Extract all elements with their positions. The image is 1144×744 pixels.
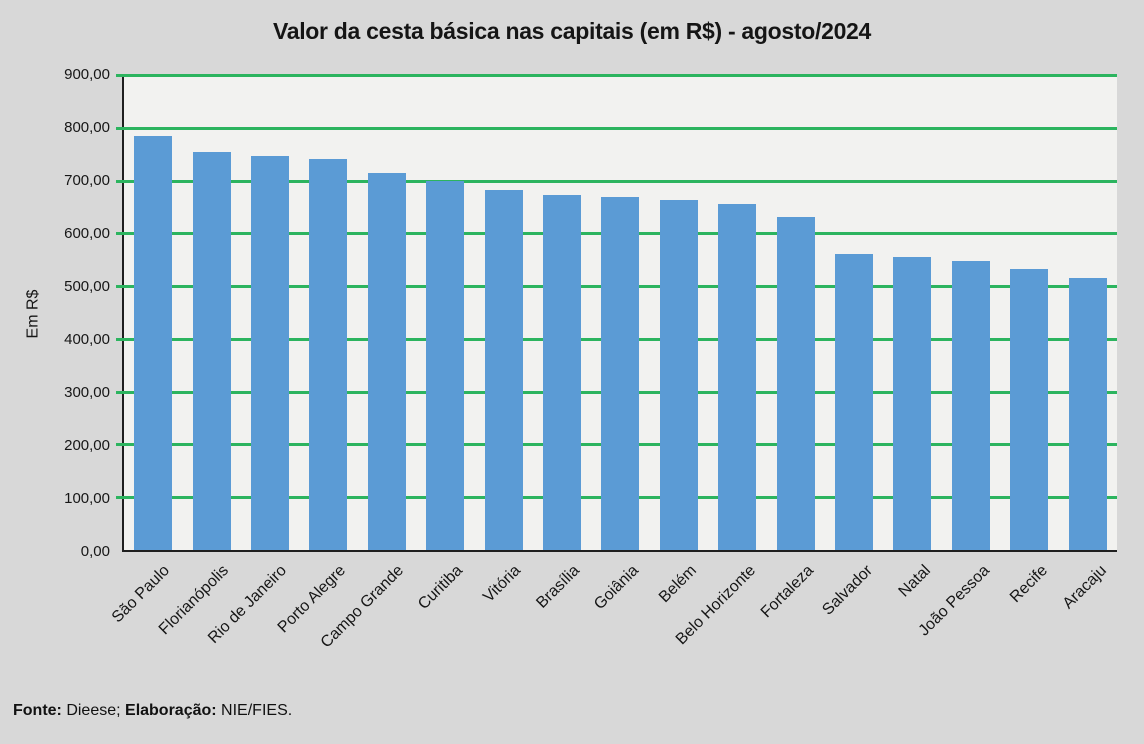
bar-Porto Alegre (309, 159, 348, 550)
x-tick-label: Goiânia (590, 562, 642, 614)
y-tick-label: 700,00 (64, 171, 110, 189)
bar-Curitiba (426, 180, 465, 550)
elaboration-value: NIE/FIES. (216, 702, 293, 719)
bar-slot (1000, 75, 1058, 550)
bar-Rio de Janeiro (251, 156, 290, 550)
bar-slot (883, 75, 941, 550)
elaboration-label: Elaboração: (125, 702, 217, 719)
x-tick-label: Natal (895, 562, 935, 601)
x-tick-label: Salvador (818, 562, 876, 619)
x-tick-label: Belém (655, 562, 701, 607)
bar-slot (416, 75, 474, 550)
y-tick-label: 0,00 (80, 543, 110, 560)
bar-slot (533, 75, 591, 550)
bar-Recife (1010, 268, 1049, 550)
y-tick-label: 200,00 (64, 437, 110, 454)
y-tick-label: 100,00 (64, 489, 110, 507)
bar-slot (825, 75, 883, 550)
bar-slot (766, 75, 824, 550)
plot-area (116, 74, 1117, 552)
bar-slot (942, 75, 1000, 550)
bar-slot (650, 75, 708, 550)
bar-slot (474, 75, 532, 550)
bar-João Pessoa (951, 260, 990, 550)
bar-slot (358, 75, 416, 550)
y-axis-tick-labels: 0,00 100,00 200,00 300,00 400,00 500,00 600,00… (0, 67, 110, 560)
y-tick-label: 500,00 (64, 277, 110, 295)
x-tick-label: Aracaju (1059, 562, 1110, 613)
source-value: Dieese; (61, 702, 126, 719)
bar-São Paulo (134, 135, 173, 550)
bar-slot (1059, 75, 1117, 550)
bar-Aracaju (1068, 277, 1107, 550)
bar-Florianópolis (192, 151, 231, 550)
bar-Vitória (484, 189, 523, 550)
bar-Belo Horizonte (718, 203, 757, 550)
bar-slot (299, 75, 357, 550)
bar-slot (182, 75, 240, 550)
bar-Salvador (835, 254, 874, 550)
x-tick-label: Vitória (480, 562, 525, 606)
bar-slot (241, 75, 299, 550)
bar-slot (124, 75, 182, 550)
bar-Brasília (543, 195, 582, 550)
y-tick-label: 400,00 (64, 331, 110, 348)
bar-Campo Grande (367, 173, 406, 550)
bar-Belém (659, 199, 698, 550)
bar-Fortaleza (776, 216, 815, 550)
bar-Natal (893, 257, 932, 550)
bar-Goiânia (601, 197, 640, 550)
y-tick-label: 800,00 (64, 118, 110, 136)
source-label: Fonte: (13, 702, 62, 719)
source-note: Fonte: Dieese; Elaboração: NIE/FIES. (13, 702, 292, 720)
bar-slot (591, 75, 649, 550)
bars-layer (124, 75, 1117, 550)
y-tick-label: 900,00 (64, 66, 110, 83)
x-tick-label: Recife (1007, 562, 1052, 607)
bar-slot (708, 75, 766, 550)
x-tick-label: Fortaleza (757, 562, 818, 622)
x-tick-label: Brasília (533, 562, 584, 612)
y-tick-label: 300,00 (64, 383, 110, 401)
chart-title: Valor da cesta básica nas capitais (em R… (272, 18, 872, 44)
gridline-900 (116, 74, 1117, 77)
x-tick-label: Curitiba (414, 562, 466, 614)
gridline-700 (116, 179, 1117, 183)
y-tick-label: 600,00 (64, 224, 110, 242)
gridline-800 (116, 126, 1117, 130)
